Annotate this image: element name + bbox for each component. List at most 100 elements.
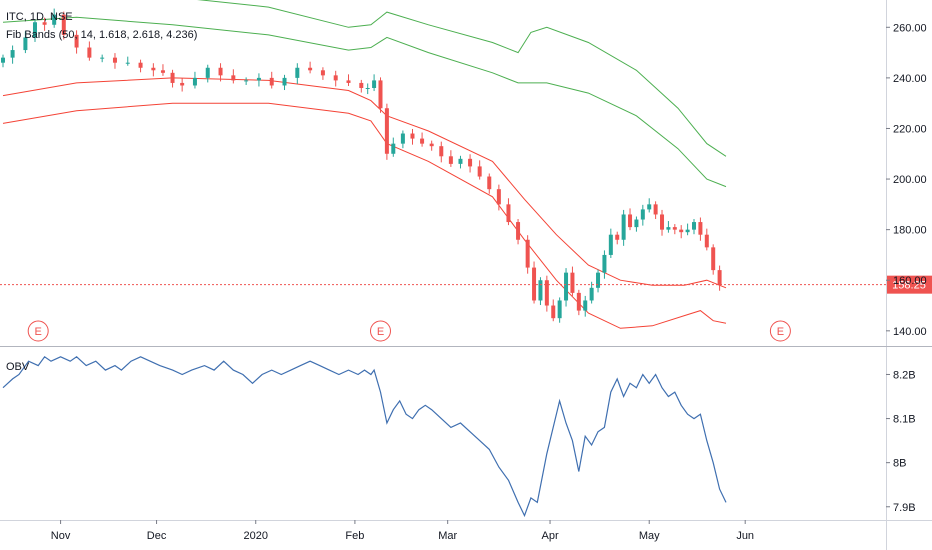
candle — [653, 201, 658, 220]
upper-band-1-line — [2, 16, 727, 188]
earnings-marker-circle — [769, 320, 791, 342]
price-axis-ticks[interactable]: 140.00 160.00 180.00 200.00 220.00 240.00 260.… — [886, 22, 927, 338]
time-tick-label: 2020 — [243, 530, 267, 542]
candle — [410, 128, 415, 145]
earnings-marker[interactable]: E — [769, 320, 791, 342]
price-tick-label: 240.00 — [893, 73, 927, 85]
candle-body — [711, 247, 716, 271]
candle — [112, 53, 117, 69]
candle-body — [564, 272, 569, 301]
candle-body — [333, 75, 338, 81]
candle — [576, 289, 581, 316]
candle — [23, 31, 28, 54]
candle-body — [100, 57, 105, 59]
candle — [256, 73, 261, 87]
obv-tick-label: 8.2B — [893, 369, 916, 381]
candle — [429, 140, 434, 151]
symbol-legend[interactable]: ITC, 1D, NSE — [6, 11, 73, 23]
candle-body — [365, 88, 370, 89]
obv-line — [2, 355, 727, 518]
candle — [180, 78, 185, 92]
candle-body — [218, 67, 223, 76]
candle — [420, 132, 425, 147]
obv-legend[interactable]: OBV — [6, 361, 30, 373]
candle — [544, 275, 549, 312]
candle-body — [576, 292, 581, 311]
candle — [244, 77, 249, 85]
candle-body — [448, 156, 453, 164]
candle — [1, 54, 5, 68]
candle — [295, 63, 300, 84]
candle-body — [256, 77, 261, 81]
candle — [170, 69, 175, 88]
candle-body — [468, 158, 473, 167]
candle — [138, 59, 143, 73]
candle-body — [400, 133, 405, 144]
candle-body — [429, 143, 434, 147]
candle-body — [74, 34, 79, 48]
candle — [672, 224, 677, 235]
candle-body — [544, 280, 549, 306]
obv-plot — [2, 355, 727, 518]
candle-body — [621, 214, 626, 240]
candle-body — [32, 22, 37, 38]
candle-body — [138, 62, 143, 68]
candle — [269, 71, 274, 89]
time-tick-label: Dec — [147, 530, 167, 542]
candle — [458, 155, 463, 169]
candle-body — [692, 222, 697, 230]
candle-body — [439, 146, 444, 157]
candle-body — [420, 138, 425, 144]
price-tick-label: 140.00 — [893, 326, 927, 338]
obv-axis-ticks[interactable]: 7.9B 8B 8.1B 8.2B — [886, 369, 916, 514]
candle — [218, 63, 223, 82]
time-tick-label: May — [639, 530, 660, 542]
candle — [384, 103, 389, 160]
candle — [496, 184, 501, 211]
candle — [704, 228, 709, 251]
last-price-label: 158.25 — [892, 280, 926, 292]
candle-body — [525, 239, 530, 268]
candle — [596, 269, 601, 293]
candle — [468, 154, 473, 173]
candle-body — [698, 222, 703, 235]
candle-body — [346, 80, 351, 83]
time-tick-label: Nov — [51, 530, 71, 542]
obv-tick-label: 8.1B — [893, 414, 916, 426]
fib-bands-legend[interactable]: Fib Bands (50, 14, 1.618, 2.618, 4.236) — [6, 29, 197, 41]
candle — [378, 77, 383, 113]
time-axis-ticks[interactable]: Nov Dec 2020 Feb Mar Apr May Jun — [51, 520, 754, 542]
earnings-marker-label: E — [377, 326, 384, 338]
last-price-line-group: 158.25 — [0, 275, 932, 294]
candle — [125, 56, 130, 66]
candle — [365, 83, 370, 95]
candle-body — [151, 67, 156, 71]
earnings-marker-label: E — [777, 326, 784, 338]
candle-body — [410, 133, 415, 139]
candle — [205, 64, 210, 83]
candle — [52, 8, 57, 28]
candle — [333, 70, 338, 87]
candle — [583, 295, 588, 317]
candle — [628, 208, 633, 231]
earnings-marker[interactable]: E — [369, 320, 391, 342]
candle — [192, 71, 197, 89]
candle-body — [583, 300, 588, 311]
earnings-marker-label: E — [35, 326, 42, 338]
candle-body — [647, 204, 652, 210]
candle-body — [282, 77, 287, 86]
price-tick-label: 220.00 — [893, 123, 927, 135]
candle-body — [532, 267, 537, 301]
candle — [359, 79, 364, 93]
candle — [660, 209, 665, 236]
candle — [308, 61, 313, 74]
earnings-marker[interactable]: E — [27, 320, 49, 342]
candle — [717, 265, 722, 291]
candle-body — [359, 82, 364, 88]
lower-band-1-line — [2, 77, 727, 289]
candle-body — [477, 166, 482, 177]
candle-body — [458, 158, 463, 164]
